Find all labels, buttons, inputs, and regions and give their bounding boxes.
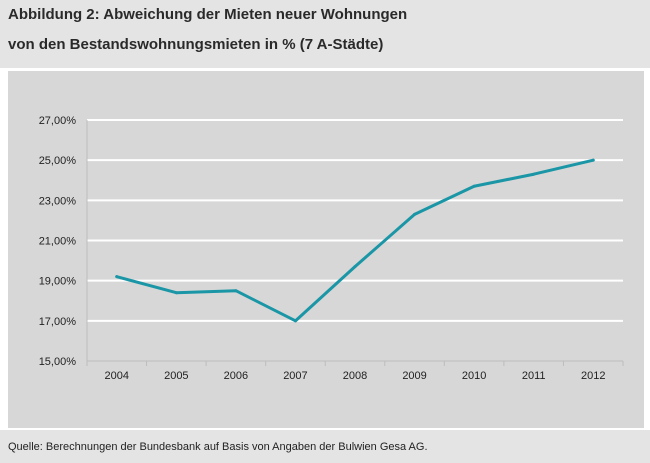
chart-header: Abbildung 2: Abweichung der Mieten neuer… bbox=[0, 0, 650, 68]
x-tick-label: 2010 bbox=[462, 370, 486, 382]
x-tick-label: 2004 bbox=[105, 370, 129, 382]
y-tick-label: 25,00% bbox=[39, 155, 77, 167]
x-tick-label: 2009 bbox=[402, 370, 426, 382]
y-tick-label: 23,00% bbox=[39, 195, 77, 207]
x-tick-label: 2005 bbox=[164, 370, 188, 382]
y-tick-label: 19,00% bbox=[39, 276, 77, 288]
x-tick-label: 2007 bbox=[283, 370, 307, 382]
data-point bbox=[353, 265, 357, 269]
data-point bbox=[532, 172, 536, 176]
source-note: Quelle: Berechnungen der Bundesbank auf … bbox=[8, 441, 428, 453]
data-point bbox=[293, 319, 297, 323]
header-separator bbox=[0, 68, 650, 71]
data-point bbox=[472, 184, 476, 188]
line-chart: 15,00% 17,00% 19,00% 21,00% 23,00% 25,00% 27,0… bbox=[39, 115, 624, 382]
plot-area: 15,00% 17,00% 19,00% 21,00% 23,00% 25,00% 27,0… bbox=[8, 71, 644, 428]
y-tick-label: 15,00% bbox=[39, 356, 77, 368]
chart-title-line-2: von den Bestandswohnungsmieten in % (7 A… bbox=[8, 36, 384, 53]
y-tick-label: 21,00% bbox=[39, 236, 77, 248]
x-tick-label: 2011 bbox=[522, 370, 546, 382]
data-point bbox=[234, 289, 238, 293]
data-point bbox=[413, 212, 417, 216]
x-tick-label: 2008 bbox=[343, 370, 367, 382]
x-tick-label: 2012 bbox=[581, 370, 605, 382]
x-tick-label: 2006 bbox=[224, 370, 248, 382]
data-point bbox=[174, 291, 178, 295]
data-point bbox=[115, 275, 119, 279]
data-point bbox=[591, 158, 595, 162]
chart-title-line-1: Abbildung 2: Abweichung der Mieten neuer… bbox=[8, 6, 408, 23]
chart-footer: Quelle: Berechnungen der Bundesbank auf … bbox=[0, 430, 650, 463]
y-tick-label: 17,00% bbox=[39, 316, 77, 328]
y-tick-label: 27,00% bbox=[39, 115, 77, 127]
